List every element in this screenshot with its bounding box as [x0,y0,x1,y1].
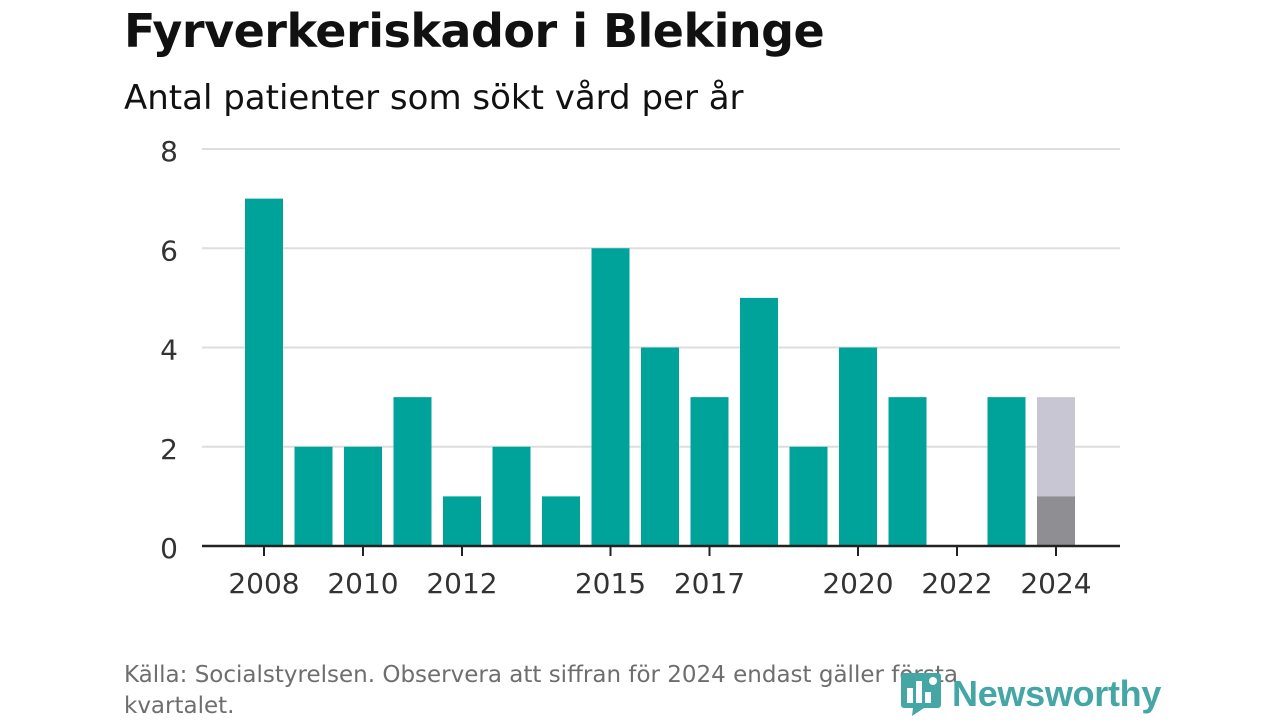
bar-2020 [839,347,877,546]
bar-2015 [591,248,630,546]
bar-2023 [987,397,1026,546]
brand-name: Newsworthy [952,673,1162,714]
chart-subtitle: Antal patienter som sökt vård per år [124,78,744,118]
newsworthy-logo-icon [901,673,941,716]
bar-2018 [740,297,778,546]
bar-2014 [542,496,580,546]
brand-logo: Newsworthy [900,668,1161,720]
bar-2008 [245,198,283,546]
x-tick-label: 2017 [674,567,745,600]
y-tick-label: 0 [160,532,178,565]
x-tick-label: 2022 [921,567,992,600]
y-tick-label: 2 [160,433,178,466]
bar-2012 [443,496,481,546]
bar-2024 [1037,496,1075,546]
bar-2009 [294,446,333,546]
x-tick-label: 2020 [822,567,893,600]
bar-2011 [393,397,432,546]
x-tick-label: 2024 [1020,567,1091,600]
x-tick-label: 2012 [426,567,497,600]
bar-chart: 0 2 4 6 8 2008 2010 2012 2015 2017 2020 2022 2024 [160,135,1120,600]
y-tick-label: 4 [160,334,178,367]
x-tick-label: 2008 [228,567,299,600]
source-note: Källa: Socialstyrelsen. Observera att si… [124,662,958,719]
chart-title: Fyrverkeriskador i Blekinge [124,4,825,58]
y-tick-label: 6 [160,234,178,267]
bar-2010 [344,446,382,546]
x-tick-label: 2010 [327,567,398,600]
bar-2019 [789,446,828,546]
y-tick-label: 8 [160,135,178,168]
bar-2021 [888,397,927,546]
x-tick-label: 2015 [575,567,646,600]
bar-2016 [641,347,679,546]
bar-2017 [690,397,729,546]
bar-2024-estimate [1037,397,1075,497]
bar-2013 [492,446,531,546]
